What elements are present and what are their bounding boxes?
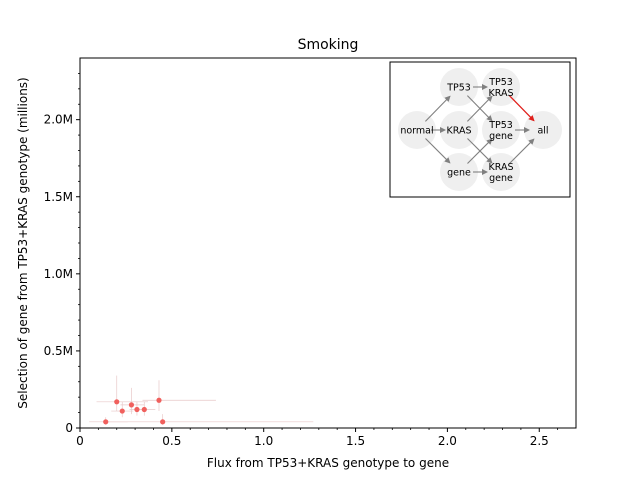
data-point: [119, 408, 125, 414]
data-point: [156, 397, 162, 403]
y-tick-label: 1.5M: [44, 190, 73, 204]
inset-edge-kras-to-tp53_kras: [466, 95, 493, 122]
y-tick-label: 2.0M: [44, 113, 73, 127]
inset-edge-normal-to-gene: [425, 138, 451, 164]
inset-node-label: KRAS: [447, 126, 472, 137]
error-bars: [89, 375, 314, 425]
inset-node-label: gene: [489, 131, 513, 142]
x-tick-label: 1.0: [254, 434, 273, 448]
x-tick-label: 0.5: [162, 434, 181, 448]
inset-node-label: TP53: [488, 120, 513, 131]
x-tick-label: 1.5: [346, 434, 365, 448]
x-axis-label: Flux from TP53+KRAS genotype to gene: [207, 456, 449, 470]
data-point: [128, 402, 135, 408]
data-point: [160, 419, 166, 425]
y-axis-label: Selection of gene from TP53+KRAS genotyp…: [16, 77, 30, 408]
y-tick-label: 0: [65, 421, 73, 435]
inset-edge-normal-to-tp53: [424, 95, 451, 122]
x-tick-label: 2.5: [530, 434, 549, 448]
inset-edge-tp53_kras-to-all: [508, 95, 535, 122]
inset-network-diagram: normalTP53KRASgeneTP53KRASTP53geneKRASge…: [389, 61, 571, 198]
inset-node-label: gene: [447, 168, 471, 179]
x-tick-label: 0: [76, 434, 84, 448]
inset-node-label: KRAS: [489, 88, 514, 99]
inset-node-label: KRAS: [489, 162, 514, 173]
inset-edge-kras_gene-to-all: [509, 138, 535, 164]
data-point: [141, 406, 147, 413]
inset-edge-gene-to-tp53_gene: [467, 138, 493, 164]
chart-title: Smoking: [298, 37, 359, 53]
y-tick-label: 1.0M: [44, 267, 73, 281]
data-point: [134, 406, 140, 413]
inset-node-label: gene: [489, 173, 513, 184]
inset-node-label: normal: [400, 126, 433, 137]
x-tick-label: 2.0: [438, 434, 457, 448]
inset-node-label: TP53: [446, 83, 471, 94]
data-point: [103, 419, 109, 425]
y-tick-label: 0.5M: [44, 344, 73, 358]
inset-node-label: all: [537, 126, 548, 137]
data-point: [114, 399, 120, 405]
axis-ticks: 0 0.5 1.0 1.5 2.0 2.5 0 0.5M 1.0M 1.5M 2.0M: [44, 73, 559, 448]
inset-node-label: TP53: [488, 77, 513, 88]
data-points: [103, 397, 166, 425]
